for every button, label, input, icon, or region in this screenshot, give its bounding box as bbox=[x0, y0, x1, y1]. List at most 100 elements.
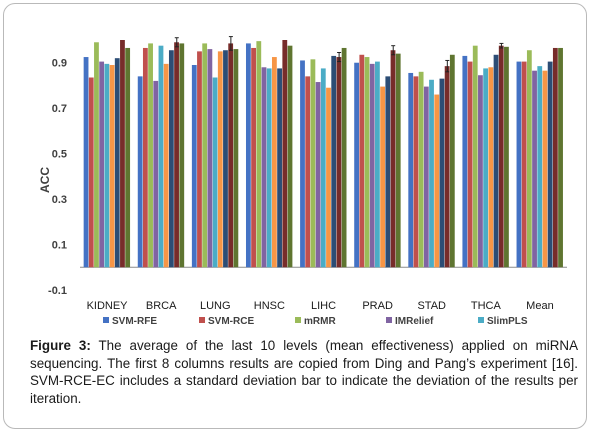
bar bbox=[375, 61, 380, 268]
bar bbox=[395, 53, 401, 268]
bar bbox=[408, 72, 414, 268]
bar bbox=[418, 71, 424, 268]
bar bbox=[233, 49, 239, 268]
category-label: THCA bbox=[471, 300, 502, 312]
bar bbox=[380, 86, 386, 268]
bar bbox=[326, 87, 331, 268]
bar bbox=[385, 76, 391, 268]
bar bbox=[94, 42, 99, 268]
bar bbox=[504, 46, 509, 268]
category-label: BRCA bbox=[146, 300, 177, 312]
bar bbox=[526, 50, 532, 268]
bar bbox=[104, 63, 110, 268]
y-tick-label: 0.5 bbox=[52, 149, 67, 161]
bar bbox=[207, 49, 213, 268]
y-tick-label: -0.1 bbox=[48, 285, 67, 297]
bar bbox=[305, 76, 311, 268]
legend-label: SVM-RFE bbox=[112, 316, 157, 327]
bar bbox=[191, 65, 197, 268]
bar bbox=[462, 55, 468, 268]
bar bbox=[245, 43, 251, 268]
legend: SVM-RFE SVM-RCE mRMR IMRelief SlimPLS bbox=[103, 316, 528, 327]
bar bbox=[390, 50, 396, 268]
caption-text: The average of the last 10 levels (mean … bbox=[30, 338, 578, 406]
legend-label: SVM-RCE bbox=[208, 316, 254, 327]
bar bbox=[179, 43, 185, 268]
legend-swatch bbox=[103, 317, 109, 323]
bar bbox=[423, 86, 429, 268]
legend-swatch bbox=[199, 317, 205, 323]
bar bbox=[217, 51, 223, 268]
bar bbox=[521, 61, 527, 268]
bar bbox=[472, 45, 478, 268]
bar bbox=[277, 68, 282, 268]
bar bbox=[537, 66, 543, 268]
category-label: HNSC bbox=[254, 300, 285, 312]
bar bbox=[488, 67, 494, 268]
bar bbox=[354, 62, 360, 268]
legend-label: mRMR bbox=[304, 316, 336, 327]
bar bbox=[498, 45, 504, 268]
y-tick-label: 0.7 bbox=[52, 103, 67, 115]
legend-label: IMRelief bbox=[395, 316, 434, 327]
bar bbox=[271, 57, 277, 268]
legend-label: SlimPLS bbox=[487, 316, 528, 327]
bar bbox=[300, 60, 305, 268]
bar bbox=[153, 80, 159, 268]
bar bbox=[429, 79, 434, 268]
bar bbox=[493, 54, 499, 268]
bar bbox=[467, 61, 473, 268]
bar bbox=[341, 47, 347, 268]
y-tick-label: 0.9 bbox=[52, 58, 67, 70]
y-tick-labels: -0.1 0.1 0.3 0.5 0.7 0.9 bbox=[48, 58, 67, 297]
bar bbox=[228, 43, 234, 268]
bar bbox=[163, 63, 169, 268]
category-label: LIHC bbox=[311, 300, 336, 312]
bar bbox=[148, 43, 153, 268]
bar bbox=[413, 76, 419, 268]
bar bbox=[483, 68, 489, 268]
bar bbox=[282, 40, 288, 268]
y-axis-label: ACC bbox=[38, 167, 52, 193]
bar bbox=[168, 50, 174, 268]
category-labels: KIDNEY BRCA LUNG HNSC LIHC PRAD STAD THCA Mean bbox=[87, 300, 554, 312]
category-label: Mean bbox=[526, 300, 554, 312]
bar bbox=[558, 47, 563, 268]
figure-frame: -0.1 0.1 0.3 0.5 0.7 0.9 KIDNEY BRCA LUNG HNSC LI… bbox=[3, 3, 587, 429]
legend-swatch bbox=[386, 317, 392, 323]
bar bbox=[197, 51, 202, 268]
bar bbox=[434, 94, 440, 268]
bar bbox=[114, 58, 120, 268]
bar bbox=[310, 59, 316, 268]
bar bbox=[142, 47, 148, 268]
bar bbox=[266, 68, 272, 268]
bar bbox=[336, 57, 342, 268]
bar bbox=[99, 61, 105, 268]
category-label: STAD bbox=[417, 300, 446, 312]
bar bbox=[359, 54, 365, 268]
bar bbox=[287, 45, 293, 268]
category-label: PRAD bbox=[362, 300, 393, 312]
bar bbox=[261, 67, 267, 268]
category-label: KIDNEY bbox=[87, 300, 129, 312]
category-label: LUNG bbox=[200, 300, 231, 312]
bar bbox=[331, 55, 337, 268]
legend-swatch bbox=[295, 317, 301, 323]
bar bbox=[83, 57, 89, 268]
bar bbox=[251, 47, 256, 268]
bar bbox=[478, 75, 483, 268]
bar bbox=[158, 45, 164, 268]
y-tick-label: 0.3 bbox=[52, 194, 67, 206]
bar-chart: -0.1 0.1 0.3 0.5 0.7 0.9 KIDNEY BRCA LUNG HNSC LI… bbox=[38, 36, 567, 327]
bar bbox=[516, 61, 522, 268]
bar bbox=[212, 77, 218, 268]
legend-swatch bbox=[478, 317, 484, 323]
bar bbox=[137, 76, 143, 268]
bar bbox=[109, 65, 115, 268]
y-tick-label: 0.1 bbox=[52, 240, 67, 252]
bar-groups bbox=[83, 40, 563, 268]
bar bbox=[449, 54, 455, 268]
bar bbox=[552, 47, 558, 268]
bar bbox=[369, 63, 375, 268]
bar bbox=[532, 70, 537, 268]
